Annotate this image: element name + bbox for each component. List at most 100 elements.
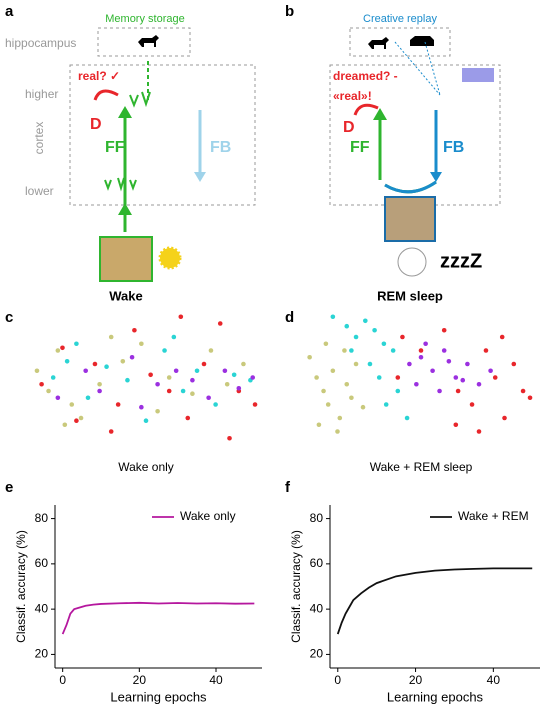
point — [453, 422, 459, 428]
point — [353, 334, 359, 340]
point — [330, 314, 336, 320]
point — [222, 368, 228, 374]
label: dreamed? - — [333, 69, 398, 83]
label: Memory storage — [105, 13, 184, 25]
dog-photo — [99, 236, 153, 282]
point — [104, 364, 109, 370]
point — [155, 381, 160, 387]
point — [250, 375, 256, 380]
point — [97, 381, 102, 387]
arrow — [394, 41, 441, 96]
neurons — [104, 91, 151, 192]
label: cortex — [32, 122, 46, 155]
label: higher — [25, 87, 58, 101]
y-tick-label: 60 — [310, 556, 324, 570]
point — [201, 361, 207, 367]
point — [190, 391, 195, 397]
arrow — [353, 103, 379, 116]
hippocampus-box — [349, 27, 451, 57]
point — [208, 348, 214, 353]
panel-label: d — [285, 309, 294, 326]
point — [194, 368, 200, 374]
y-tick-label: 80 — [310, 511, 324, 525]
point — [430, 368, 435, 374]
point — [69, 402, 75, 407]
point — [224, 381, 230, 387]
point — [469, 402, 475, 407]
point — [115, 402, 121, 407]
point — [129, 354, 135, 360]
point — [213, 402, 218, 407]
arrowhead — [118, 106, 132, 215]
arrow — [384, 110, 438, 194]
point — [502, 415, 507, 421]
x-axis-label: Learning epochs — [110, 689, 207, 704]
point — [143, 418, 149, 424]
point — [367, 361, 373, 367]
label: FB — [210, 139, 231, 156]
point — [335, 429, 340, 434]
point — [85, 395, 91, 401]
x-tick-label: 20 — [409, 673, 423, 687]
x-tick-label: 0 — [59, 673, 66, 687]
panel-label: b — [285, 3, 294, 20]
point — [178, 314, 184, 320]
point — [404, 415, 410, 421]
label: real? ✓ — [78, 69, 120, 83]
point — [39, 381, 44, 387]
point — [446, 359, 452, 364]
legend-label: Wake + REM — [458, 509, 529, 523]
x-tick-label: 40 — [209, 673, 223, 687]
panel-label: c — [5, 309, 13, 326]
point — [344, 323, 350, 329]
point — [125, 377, 130, 383]
point — [108, 334, 114, 340]
point — [342, 348, 347, 353]
point — [97, 388, 102, 394]
point — [139, 341, 144, 347]
point — [74, 418, 79, 424]
x-axis-label: Learning epochs — [387, 689, 484, 704]
point — [330, 368, 336, 374]
y-tick-label: 60 — [35, 556, 49, 570]
point — [206, 395, 211, 401]
point — [148, 372, 153, 378]
label: zzzZ — [440, 250, 482, 272]
point — [349, 395, 354, 401]
legend-label: Wake only — [180, 509, 236, 523]
point — [390, 348, 396, 353]
label: FF — [105, 139, 125, 156]
y-tick-label: 20 — [310, 647, 324, 661]
label: FF — [350, 139, 370, 156]
point — [139, 404, 144, 410]
y-tick-label: 20 — [35, 647, 49, 661]
point — [395, 375, 401, 380]
point — [407, 361, 412, 367]
point — [353, 361, 359, 367]
point — [307, 354, 312, 360]
point — [46, 388, 51, 394]
panel-a: a hippocampus higher cortex lower Memory… — [5, 3, 256, 303]
point — [78, 415, 84, 421]
point — [252, 402, 258, 407]
panel-label: f — [285, 479, 291, 496]
point — [92, 361, 98, 367]
point — [55, 395, 61, 401]
point — [241, 361, 246, 367]
point — [527, 395, 533, 401]
point — [155, 408, 160, 414]
point — [120, 359, 126, 364]
cortex-box — [69, 64, 256, 206]
point — [476, 429, 482, 434]
point — [492, 375, 498, 380]
point — [171, 334, 177, 340]
point — [437, 388, 442, 394]
point — [360, 404, 366, 410]
caption: Wake + REM sleep — [370, 460, 473, 474]
point — [476, 381, 482, 387]
label: hippocampus — [5, 36, 76, 50]
point — [455, 388, 461, 394]
point — [185, 415, 191, 421]
point — [344, 381, 350, 387]
